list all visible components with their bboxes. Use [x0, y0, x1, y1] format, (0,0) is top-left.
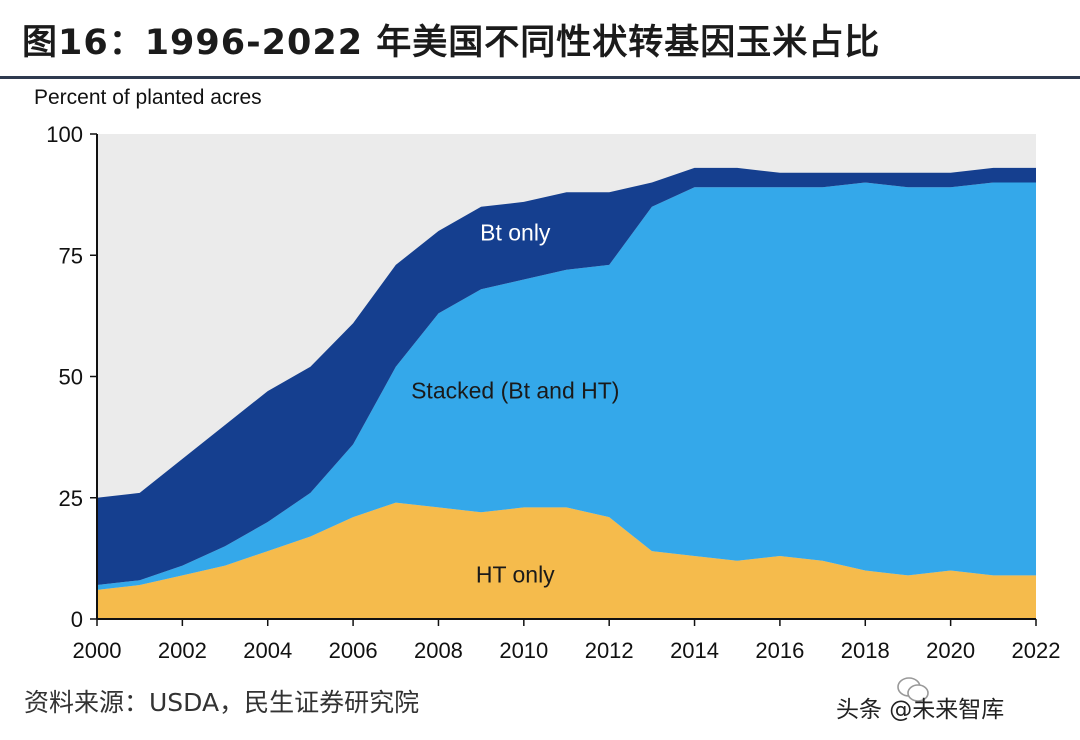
series-label-stacked-bt-and-ht: Stacked (Bt and HT) — [411, 377, 619, 403]
title-divider — [0, 76, 1080, 79]
x-tick-label: 2012 — [585, 638, 634, 663]
x-tick-label: 2022 — [1012, 638, 1061, 663]
series-label-ht-only: HT only — [476, 562, 555, 588]
y-tick-label: 0 — [71, 607, 83, 632]
source-note: 资料来源：USDA，民生证券研究院 — [24, 688, 420, 717]
x-tick-label: 2004 — [243, 638, 292, 663]
x-tick-label: 2006 — [329, 638, 378, 663]
wechat-logo-icon — [897, 677, 929, 702]
area-ht-only — [97, 502, 1036, 619]
y-tick-label: 50 — [59, 365, 83, 390]
area-bt-only — [97, 167, 1036, 585]
x-tick-label: 2000 — [73, 638, 122, 663]
series-label-bt-only: Bt only — [480, 220, 551, 246]
watermark: 头条 @未来智库 — [836, 697, 1005, 723]
x-tick-label: 2018 — [841, 638, 890, 663]
x-tick-label: 2014 — [670, 638, 719, 663]
y-axis-label: Percent of planted acres — [34, 86, 262, 109]
figure-title: 图16：1996-2022 年美国不同性状转基因玉米占比 — [22, 23, 881, 63]
y-tick-label: 25 — [59, 486, 83, 511]
x-tick-label: 2008 — [414, 638, 463, 663]
y-tick-label: 75 — [59, 243, 83, 268]
y-tick-label: 100 — [46, 122, 83, 147]
x-tick-label: 2016 — [755, 638, 804, 663]
x-tick-label: 2010 — [499, 638, 548, 663]
x-tick-label: 2002 — [158, 638, 207, 663]
area-stacked-bt-and-ht — [97, 182, 1036, 590]
x-tick-label: 2020 — [926, 638, 975, 663]
